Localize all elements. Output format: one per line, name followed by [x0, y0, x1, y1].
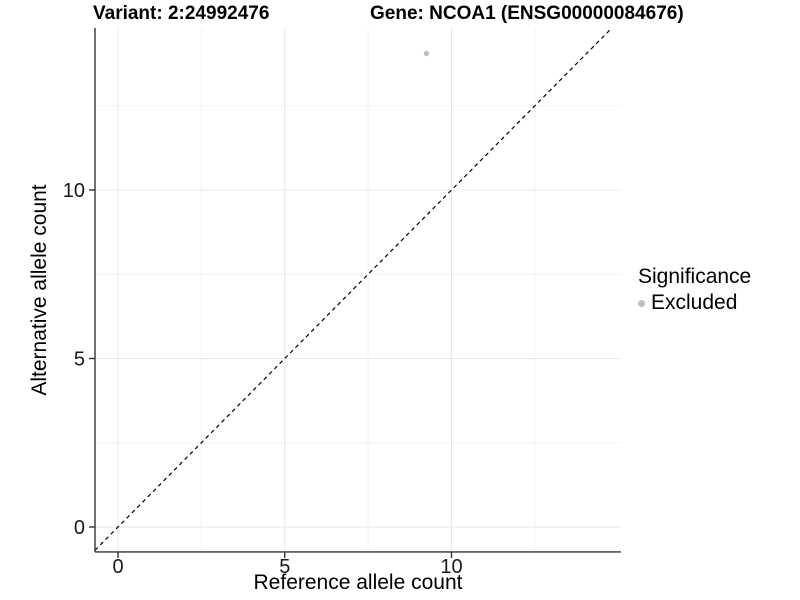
x-tick-label: 10	[440, 556, 462, 578]
plot-title-variant: Variant: 2:24992476	[93, 3, 270, 24]
y-axis-title: Alternative allele count	[28, 184, 51, 396]
legend-item-excluded: Excluded	[638, 291, 751, 315]
data-point	[423, 50, 430, 57]
y-tick-label: 10	[63, 180, 85, 202]
plot-title-gene: Gene: NCOA1 (ENSG00000084676)	[370, 3, 684, 24]
legend-item-label: Excluded	[651, 291, 738, 314]
legend-title: Significance	[638, 265, 752, 288]
excluded-point-icon	[638, 299, 645, 307]
x-axis-title: Reference allele count	[253, 571, 463, 594]
identity-line	[94, 27, 613, 551]
x-tick-label: 5	[279, 556, 290, 578]
legend: Significance Excluded	[638, 265, 751, 315]
y-tick-label: 0	[74, 517, 85, 539]
y-tick-label: 5	[74, 349, 85, 371]
x-tick-label: 0	[112, 556, 123, 578]
